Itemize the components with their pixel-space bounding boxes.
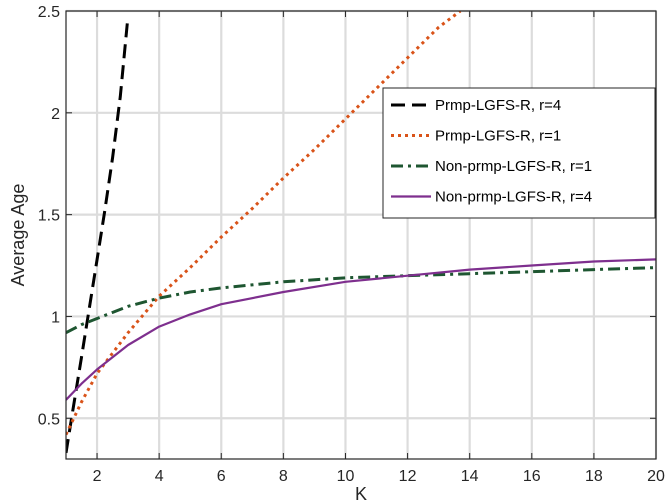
- legend-label-3: Non-prmp-LGFS-R, r=4: [435, 189, 592, 206]
- series-line-3: [66, 258, 656, 401]
- x-tick-label-0: 2: [93, 468, 102, 485]
- x-tick-label-8: 18: [585, 468, 603, 485]
- legend-label-0: Prmp-LGFS-R, r=4: [435, 97, 561, 114]
- x-tick-label-6: 14: [461, 468, 479, 485]
- y-axis-label: Average Age: [8, 184, 28, 287]
- x-tick-label-3: 8: [279, 468, 288, 485]
- x-tick-label-2: 6: [217, 468, 226, 485]
- ticks: 2 4 6 8 10 12 14 16 18 20 0.5 1 1.5 2 2.5: [38, 4, 665, 485]
- y-tick-label-4: 2.5: [38, 4, 60, 21]
- legend-label-1: Prmp-LGFS-R, r=1: [435, 128, 561, 145]
- x-tick-label-5: 12: [399, 468, 417, 485]
- legend: Prmp-LGFS-R, r=4 Prmp-LGFS-R, r=1 Non-prmp…: [382, 87, 656, 219]
- y-tick-label-0: 0.5: [38, 411, 60, 428]
- x-tick-label-7: 16: [523, 468, 541, 485]
- series-layer: [66, 11, 656, 454]
- y-tick-label-2: 1.5: [38, 208, 60, 225]
- x-tick-label-9: 20: [647, 468, 665, 485]
- x-tick-label-1: 4: [155, 468, 164, 485]
- legend-label-2: Non-prmp-LGFS-R, r=1: [435, 158, 592, 175]
- x-tick-label-4: 10: [337, 468, 355, 485]
- y-tick-label-3: 2: [51, 106, 60, 123]
- series-line-2: [66, 266, 656, 335]
- plot-frame: [65, 10, 657, 460]
- y-tick-label-1: 1: [51, 309, 60, 326]
- x-axis-label: K: [355, 484, 367, 504]
- series-line-0: [66, 21, 129, 454]
